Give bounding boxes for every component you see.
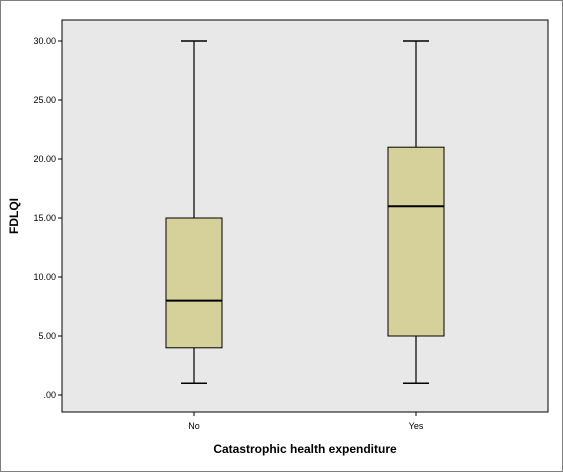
y-tick-label: 20.00 [33,154,56,164]
box-no [165,40,223,384]
x-axis-title: Catastrophic health expenditure [213,442,397,456]
boxes [165,40,445,384]
y-tick-label: 5.00 [38,331,56,341]
x-tick-label: No [188,421,200,431]
box-yes [387,40,445,384]
iqr-box [165,217,223,349]
y-tick-label: 25.00 [33,95,56,105]
y-tick-label: 15.00 [33,213,56,223]
y-axis: .00 5.00 10.00 15.00 20.00 25.00 30.00 [33,36,62,400]
y-tick-label: .00 [43,390,56,400]
plot-area [61,19,549,413]
x-tick-label: Yes [409,421,424,431]
y-axis-title: FDLQI [7,198,21,234]
x-axis: No Yes [188,412,424,431]
iqr-box [387,146,445,337]
y-tick-label: 30.00 [33,36,56,46]
y-tick-label: 10.00 [33,272,56,282]
